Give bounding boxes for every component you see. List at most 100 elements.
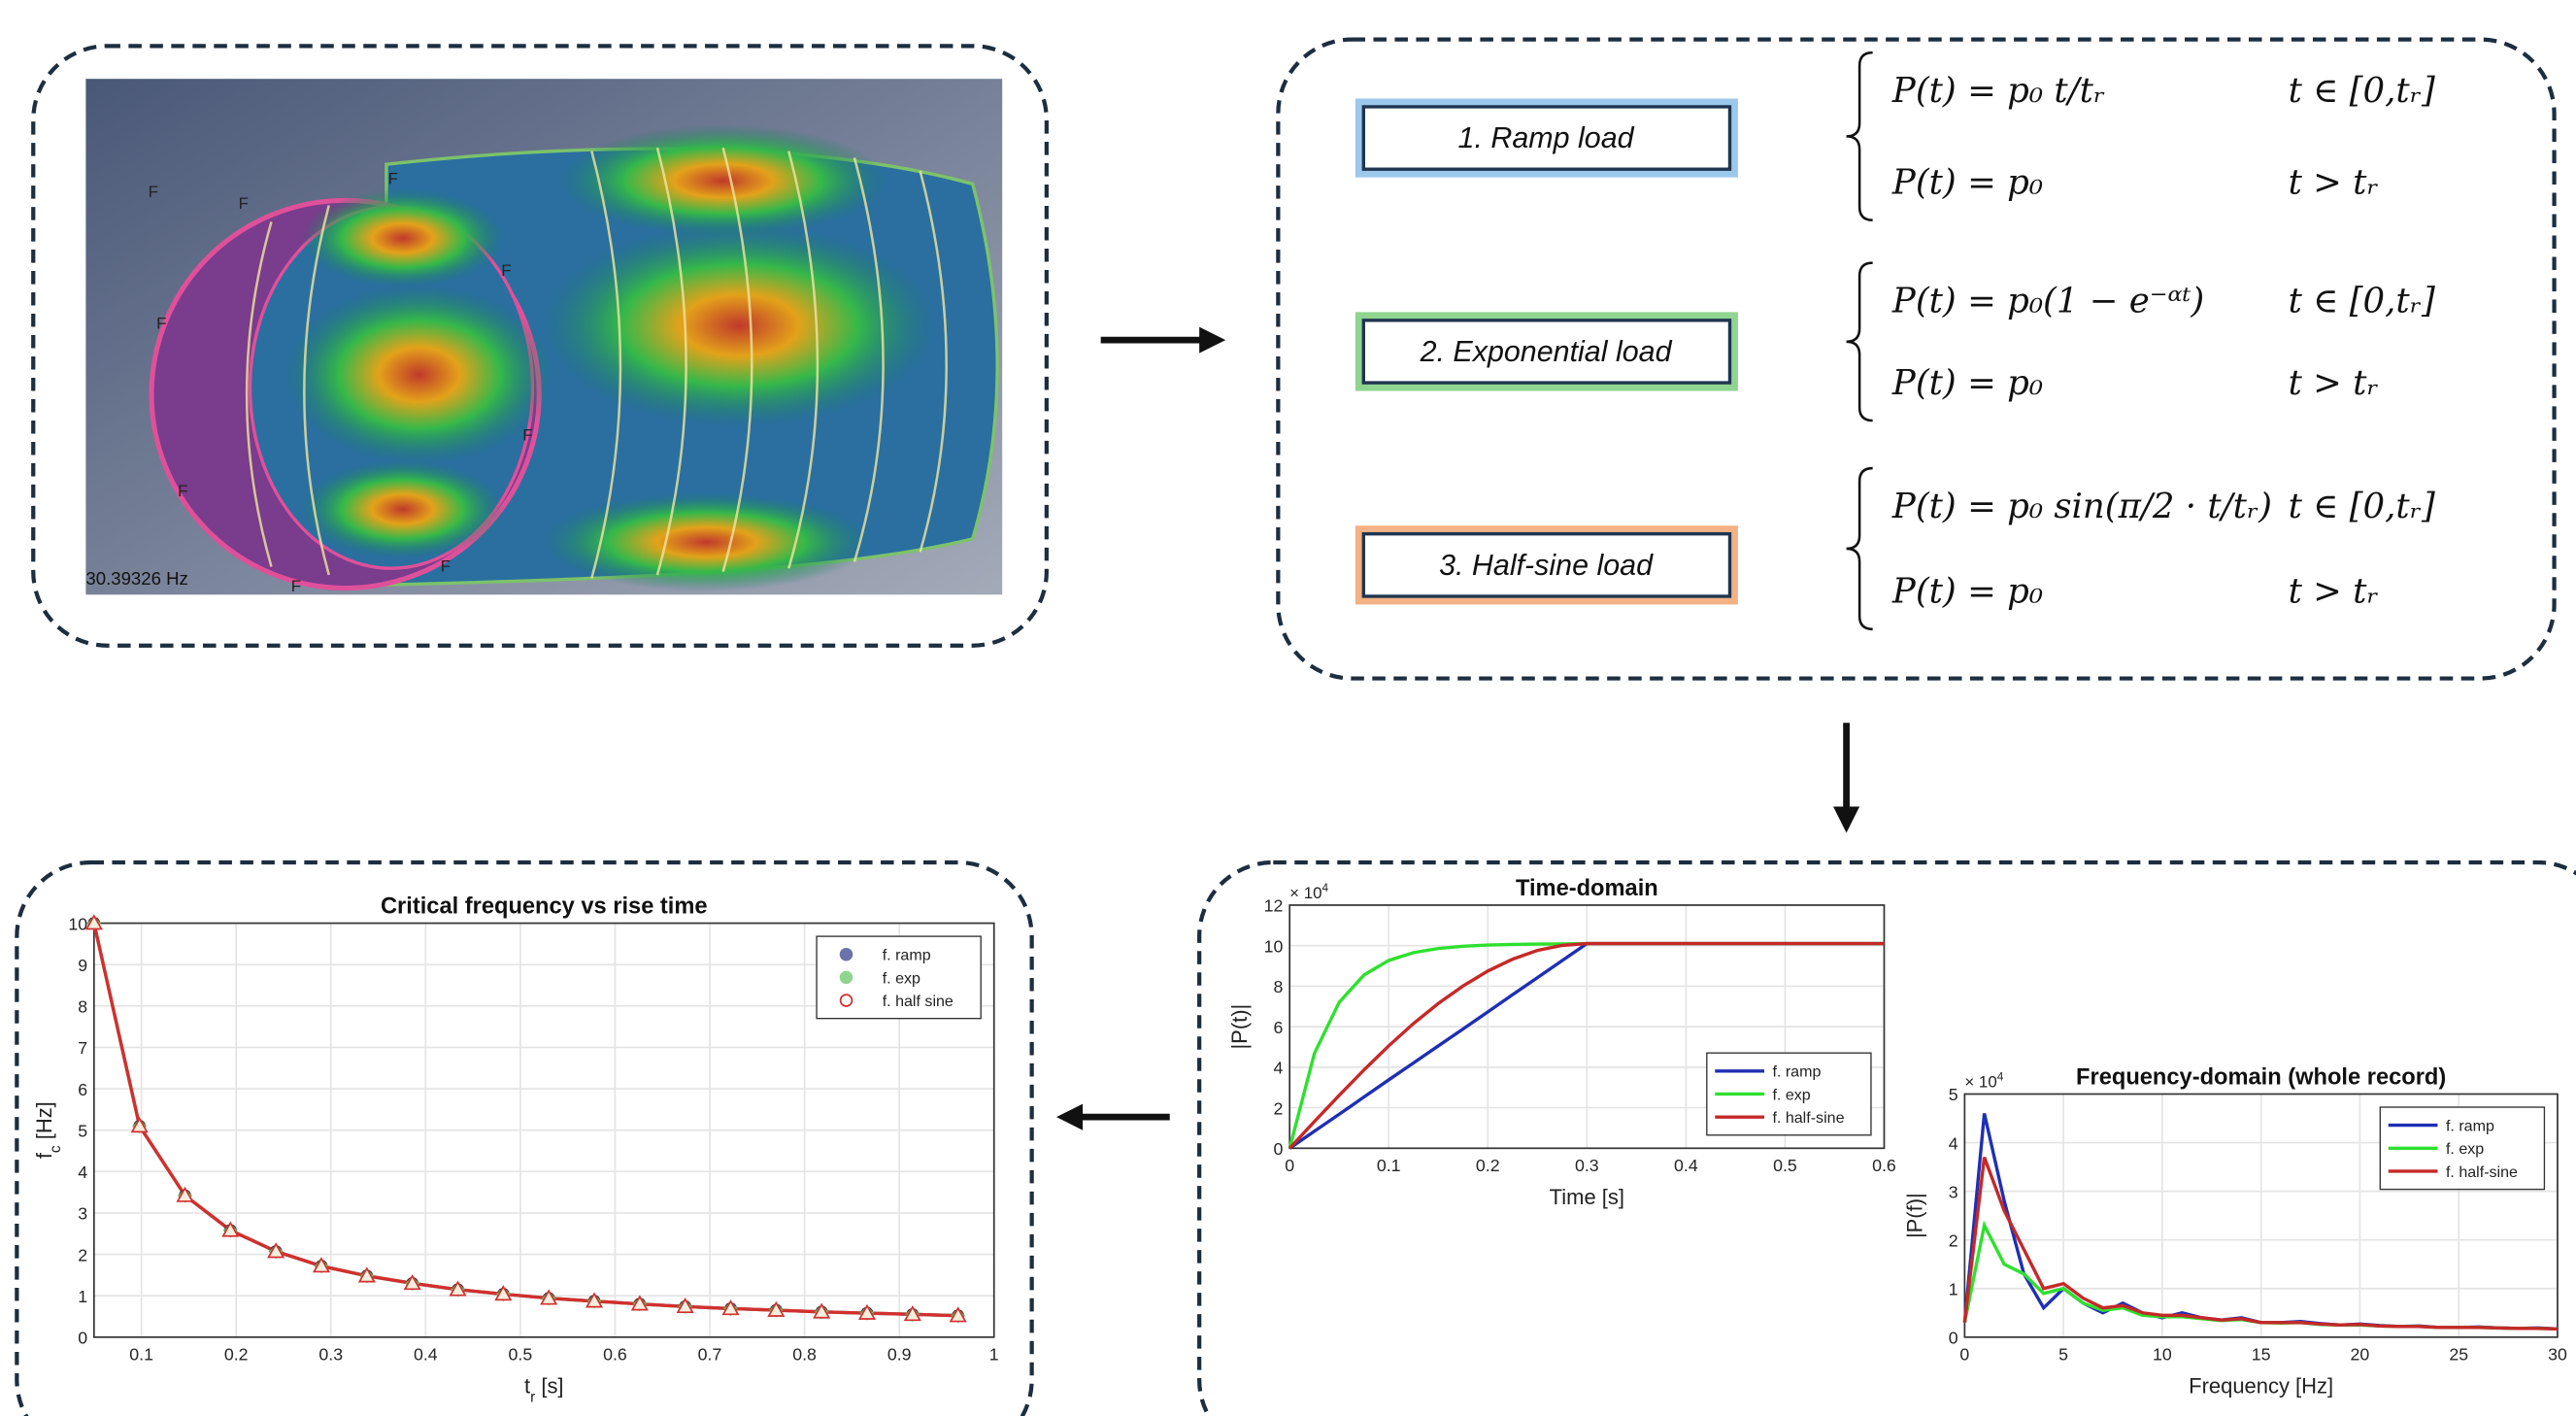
label-part: f xyxy=(32,1152,56,1159)
legend-label: f. half-sine xyxy=(1772,1109,1844,1127)
y-tick-label: 10 xyxy=(68,914,87,933)
x-tick-label: 0.7 xyxy=(698,1344,722,1364)
y-tick-label: 8 xyxy=(78,997,87,1017)
equation-condition: t > tᵣ xyxy=(2289,163,2379,203)
x-tick-label: 0.8 xyxy=(792,1344,817,1364)
equation: P(t) = p₀ xyxy=(1891,363,2043,403)
label-part: |P(t)| xyxy=(1227,1004,1252,1050)
x-tick-label: 0.6 xyxy=(603,1344,627,1364)
y-tick-label: 5 xyxy=(78,1121,87,1140)
x-tick-label: 15 xyxy=(2252,1344,2271,1364)
label-part: × 10 xyxy=(1289,884,1321,902)
mode-lobe xyxy=(301,189,505,287)
x-tick-label: 0.9 xyxy=(887,1344,912,1364)
y-axis-label: |P(t)| xyxy=(1227,1004,1252,1050)
x-tick-label: 0.3 xyxy=(1575,1156,1599,1175)
y-axis-label: |P(f)| xyxy=(1902,1193,1926,1238)
x-axis-label: tr [s] xyxy=(524,1373,564,1405)
page: {"fe_model": {"frequency_label": "30.393… xyxy=(0,0,2576,1416)
y-tick-label: 10 xyxy=(1264,936,1284,956)
load-label: 3. Half-sine load xyxy=(1439,549,1654,582)
label-part: |P(f)| xyxy=(1902,1193,1926,1238)
mode-lobe xyxy=(284,285,553,465)
load-label: 2. Exponential load xyxy=(1420,335,1673,368)
y-tick-label: 1 xyxy=(1949,1280,1958,1299)
brace xyxy=(1847,263,1873,421)
y-tick-label: 6 xyxy=(1274,1018,1284,1037)
y-axis-label: fc [Hz] xyxy=(32,1101,63,1159)
chart-title: Time-domain xyxy=(1516,876,1658,901)
x-tick-label: 30 xyxy=(2548,1344,2567,1364)
label-part: Frequency [Hz] xyxy=(2189,1373,2333,1398)
x-tick-label: 0.5 xyxy=(1773,1156,1797,1175)
axis-exponent: × 104 xyxy=(1289,881,1328,902)
chart-title: Critical frequency vs rise time xyxy=(381,893,708,919)
node-marker: F xyxy=(149,183,158,201)
y-tick-label: 3 xyxy=(78,1204,87,1224)
x-tick-label: 5 xyxy=(2058,1344,2068,1364)
legend-label: f. ramp xyxy=(1772,1063,1821,1081)
x-tick-label: 0.2 xyxy=(1476,1156,1500,1175)
y-tick-label: 9 xyxy=(78,956,87,975)
legend-swatch xyxy=(841,971,853,983)
x-tick-label: 0.1 xyxy=(1377,1156,1401,1175)
label-part: [s] xyxy=(535,1373,563,1398)
y-tick-label: 0 xyxy=(78,1329,87,1348)
y-tick-label: 2 xyxy=(1949,1231,1958,1250)
frequency-label: 30.39326 Hz xyxy=(85,568,187,589)
equation-condition: t ∈ [0,tᵣ] xyxy=(2289,71,2435,111)
equation: P(t) = p₀(1 − e⁻ᵅᵗ) xyxy=(1891,281,2204,320)
load-label: 1. Ramp load xyxy=(1458,121,1635,154)
equation: P(t) = p₀ sin(π/2 · t/tᵣ) xyxy=(1891,487,2272,526)
label-part: × 10 xyxy=(1964,1073,1996,1092)
node-marker: F xyxy=(501,261,511,280)
node-marker: F xyxy=(441,557,451,576)
y-tick-label: 8 xyxy=(1274,977,1284,996)
equation-condition: t ∈ [0,tᵣ] xyxy=(2289,487,2435,526)
y-tick-label: 7 xyxy=(78,1038,87,1058)
x-tick-label: 10 xyxy=(2153,1344,2172,1364)
label-part: c xyxy=(47,1145,63,1153)
arrow-head xyxy=(1199,327,1225,354)
y-tick-label: 2 xyxy=(78,1245,87,1264)
x-tick-label: 0.4 xyxy=(414,1344,438,1364)
node-marker: F xyxy=(239,194,249,213)
x-tick-label: 20 xyxy=(2351,1344,2370,1364)
legend-swatch xyxy=(841,949,853,961)
legend-label: f. ramp xyxy=(2446,1118,2494,1135)
equation: P(t) = p₀ xyxy=(1891,572,2043,612)
y-tick-label: 4 xyxy=(78,1163,87,1182)
x-tick-label: 0.6 xyxy=(1872,1156,1896,1175)
mode-lobe xyxy=(543,223,937,427)
equation: P(t) = p₀ xyxy=(1891,163,2043,203)
axis-exponent: × 104 xyxy=(1964,1070,2003,1092)
brace xyxy=(1847,468,1873,629)
x-tick-label: 25 xyxy=(2449,1344,2468,1364)
x-tick-label: 0.2 xyxy=(224,1344,249,1364)
x-tick-label: 0 xyxy=(1959,1344,1969,1364)
legend-label: f. ramp xyxy=(883,947,931,964)
chart-title: Frequency-domain (whole record) xyxy=(2076,1064,2446,1090)
x-tick-label: 0.4 xyxy=(1674,1156,1698,1175)
x-tick-label: 0 xyxy=(1285,1156,1294,1175)
diagram: 30.39326 Hz FFFFFFFFF1. Ramp loadP(t) = … xyxy=(0,0,2576,1416)
label-part: 4 xyxy=(1997,1070,2004,1084)
legend-label: f. exp xyxy=(2446,1140,2484,1158)
equation: P(t) = p₀ t/tᵣ xyxy=(1891,71,2105,111)
legend-label: f. half sine xyxy=(883,993,953,1010)
node-marker: F xyxy=(291,577,301,595)
label-part: [Hz] xyxy=(32,1101,56,1145)
brace xyxy=(1847,52,1873,220)
legend-label: f. exp xyxy=(883,969,920,987)
mode-lobe xyxy=(301,460,505,558)
equation-condition: t > tᵣ xyxy=(2289,572,2379,612)
x-tick-label: 1 xyxy=(989,1344,999,1364)
y-tick-label: 3 xyxy=(1949,1182,1958,1201)
node-marker: F xyxy=(156,314,166,332)
y-tick-label: 12 xyxy=(1264,896,1284,916)
label-part: 4 xyxy=(1322,881,1329,894)
equation-condition: t ∈ [0,tᵣ] xyxy=(2289,281,2435,320)
y-tick-label: 4 xyxy=(1274,1059,1284,1078)
x-tick-label: 0.1 xyxy=(129,1344,153,1364)
node-marker: F xyxy=(522,425,532,444)
